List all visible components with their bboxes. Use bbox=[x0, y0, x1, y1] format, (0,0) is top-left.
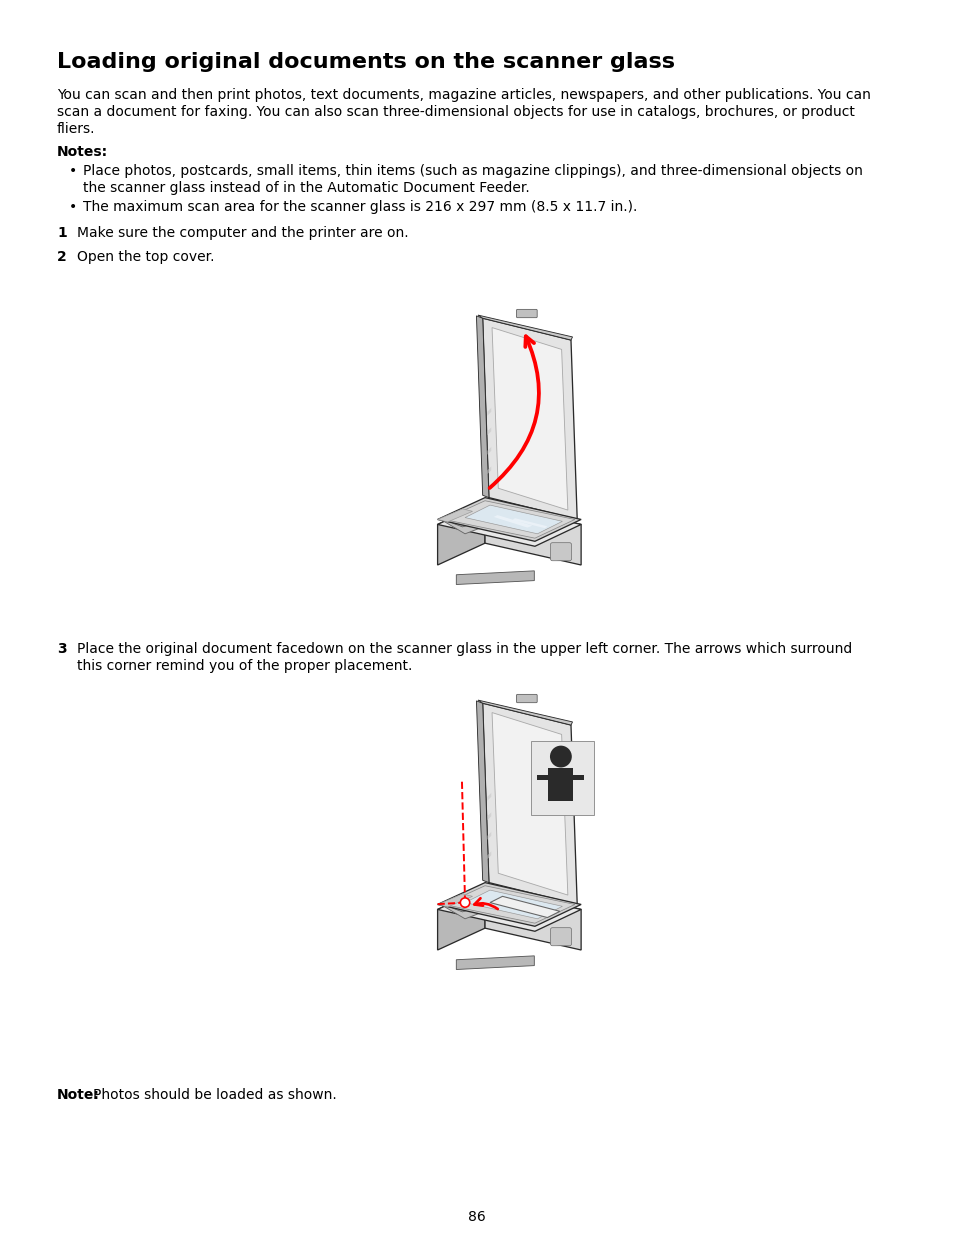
Text: Photos should be loaded as shown.: Photos should be loaded as shown. bbox=[92, 1088, 336, 1102]
Polygon shape bbox=[537, 774, 583, 781]
Circle shape bbox=[549, 746, 571, 767]
Text: 2: 2 bbox=[57, 249, 67, 264]
Polygon shape bbox=[437, 883, 580, 926]
Text: Note:: Note: bbox=[57, 1088, 100, 1102]
Polygon shape bbox=[487, 832, 491, 840]
Polygon shape bbox=[548, 768, 573, 802]
Polygon shape bbox=[487, 813, 491, 820]
FancyBboxPatch shape bbox=[550, 927, 571, 946]
Text: this corner remind you of the proper placement.: this corner remind you of the proper pla… bbox=[77, 659, 412, 673]
Text: scan a document for faxing. You can also scan three-dimensional objects for use : scan a document for faxing. You can also… bbox=[57, 105, 854, 119]
Polygon shape bbox=[531, 741, 593, 815]
Text: 86: 86 bbox=[468, 1210, 485, 1224]
Polygon shape bbox=[437, 509, 472, 522]
Polygon shape bbox=[494, 900, 532, 913]
Polygon shape bbox=[512, 519, 547, 529]
Polygon shape bbox=[476, 316, 488, 498]
Polygon shape bbox=[487, 793, 491, 800]
Polygon shape bbox=[437, 503, 580, 546]
Text: Place photos, postcards, small items, thin items (such as magazine clippings), a: Place photos, postcards, small items, th… bbox=[83, 164, 862, 178]
Text: Place the original document facedown on the scanner glass in the upper left corn: Place the original document facedown on … bbox=[77, 642, 851, 656]
Polygon shape bbox=[464, 505, 562, 534]
Text: You can scan and then print photos, text documents, magazine articles, newspaper: You can scan and then print photos, text… bbox=[57, 88, 870, 103]
Polygon shape bbox=[477, 315, 572, 340]
Polygon shape bbox=[492, 713, 567, 895]
FancyBboxPatch shape bbox=[516, 310, 537, 317]
FancyBboxPatch shape bbox=[516, 694, 537, 703]
Polygon shape bbox=[437, 888, 580, 931]
Text: •: • bbox=[69, 200, 77, 214]
Polygon shape bbox=[494, 515, 532, 527]
Polygon shape bbox=[443, 500, 575, 538]
Polygon shape bbox=[437, 894, 472, 906]
Polygon shape bbox=[512, 903, 547, 913]
Polygon shape bbox=[437, 498, 580, 541]
Polygon shape bbox=[437, 888, 484, 950]
Text: Notes:: Notes: bbox=[57, 144, 108, 159]
FancyBboxPatch shape bbox=[550, 542, 571, 561]
Text: Make sure the computer and the printer are on.: Make sure the computer and the printer a… bbox=[77, 226, 408, 240]
Text: the scanner glass instead of in the Automatic Document Feeder.: the scanner glass instead of in the Auto… bbox=[83, 182, 529, 195]
Polygon shape bbox=[484, 888, 580, 950]
Text: 3: 3 bbox=[57, 642, 67, 656]
Polygon shape bbox=[490, 897, 559, 918]
Polygon shape bbox=[456, 571, 534, 584]
Polygon shape bbox=[487, 408, 491, 416]
Text: fliers.: fliers. bbox=[57, 122, 95, 136]
Polygon shape bbox=[452, 516, 482, 527]
Text: The maximum scan area for the scanner glass is 216 x 297 mm (8.5 x 11.7 in.).: The maximum scan area for the scanner gl… bbox=[83, 200, 637, 214]
Polygon shape bbox=[487, 467, 491, 474]
Polygon shape bbox=[487, 851, 491, 860]
Polygon shape bbox=[452, 902, 482, 911]
Text: Loading original documents on the scanner glass: Loading original documents on the scanne… bbox=[57, 52, 675, 72]
Polygon shape bbox=[487, 427, 491, 435]
Polygon shape bbox=[482, 319, 577, 520]
Polygon shape bbox=[443, 505, 506, 534]
Polygon shape bbox=[477, 700, 572, 725]
Polygon shape bbox=[482, 703, 577, 904]
Text: Open the top cover.: Open the top cover. bbox=[77, 249, 214, 264]
Polygon shape bbox=[443, 885, 575, 924]
Text: 1: 1 bbox=[57, 226, 67, 240]
Polygon shape bbox=[464, 890, 562, 919]
Polygon shape bbox=[492, 327, 567, 510]
Polygon shape bbox=[443, 890, 506, 919]
Polygon shape bbox=[484, 503, 580, 564]
Polygon shape bbox=[437, 503, 484, 564]
Polygon shape bbox=[487, 447, 491, 454]
Polygon shape bbox=[456, 956, 534, 969]
Circle shape bbox=[460, 898, 469, 908]
Text: •: • bbox=[69, 164, 77, 178]
Polygon shape bbox=[476, 701, 488, 883]
